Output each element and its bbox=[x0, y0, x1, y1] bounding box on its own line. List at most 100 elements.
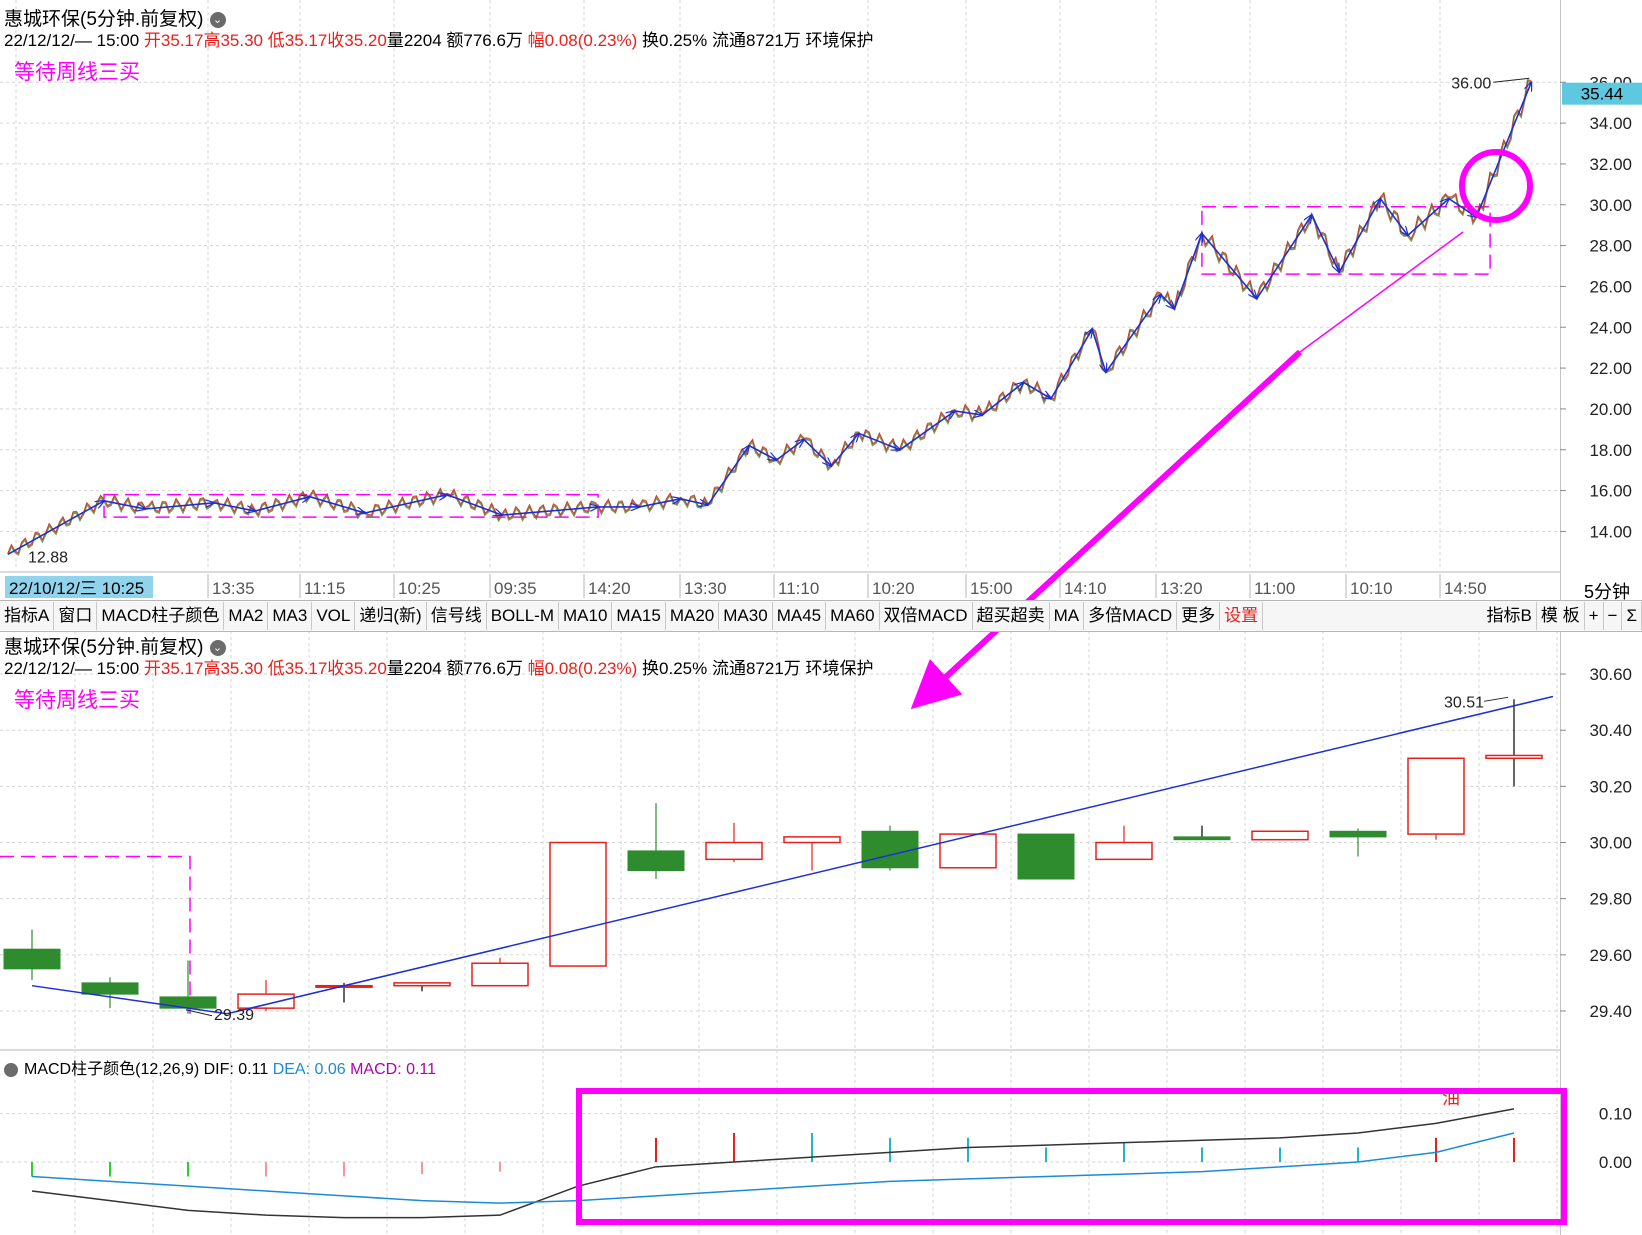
top-tick-label-2: 32.00 bbox=[1589, 155, 1632, 174]
toolbar-item-12[interactable]: MA30 bbox=[719, 602, 773, 630]
time-label-highlight bbox=[5, 576, 153, 598]
toolbar-item-17[interactable]: MA bbox=[1050, 602, 1085, 630]
toolbar-item-16[interactable]: 超买超卖 bbox=[973, 602, 1050, 630]
time-label-6: 13:30 bbox=[684, 579, 727, 598]
current-price-box bbox=[1562, 82, 1642, 105]
candle-12 bbox=[939, 833, 997, 869]
top-tick-label-7: 22.00 bbox=[1589, 359, 1632, 378]
candle-6 bbox=[471, 957, 529, 987]
toolbar-item-20[interactable]: 设置 bbox=[1220, 602, 1264, 630]
toolbar-item-13[interactable]: MA45 bbox=[773, 602, 827, 630]
bottom-chart-title[interactable]: 惠城环保(5分钟.前复权) ⌄ bbox=[4, 632, 226, 659]
bottom-chart-price-axis: 30.60 30.40 30.20 30.00 29.80 29.60 29.40 bbox=[1560, 665, 1632, 1021]
quote-datetime-2: 22/12/12/— 15:00 bbox=[4, 659, 140, 678]
stock-title-2: 惠城环保(5分钟.前复权) bbox=[4, 637, 204, 658]
toolbar-right-item-3[interactable]: − bbox=[1604, 602, 1623, 630]
candle-body-1 bbox=[81, 982, 139, 995]
top-chart-price-line bbox=[7, 78, 1532, 556]
toolbar-item-1[interactable]: 窗口 bbox=[54, 602, 98, 630]
candle-15 bbox=[1173, 825, 1231, 841]
time-label-5: 14:20 bbox=[588, 579, 631, 598]
period-label[interactable]: 5分钟 bbox=[1583, 582, 1630, 602]
top-price-path bbox=[7, 79, 1532, 556]
candle-1 bbox=[81, 977, 139, 1009]
toolbar-right-item-4[interactable]: Σ bbox=[1622, 602, 1642, 630]
candle-11 bbox=[861, 825, 919, 871]
macd-tick-label-1: 0.00 bbox=[1599, 1153, 1632, 1172]
top-chart-time-axis: 22/10/12/三 10:25 13:35 11:15 10:25 09:35 14:2… bbox=[0, 571, 1560, 598]
bot-min-pointer bbox=[185, 1009, 213, 1017]
quote-turnover: 换0.25% bbox=[642, 31, 708, 50]
candle-body-11 bbox=[861, 830, 919, 869]
top-tick-label-8: 20.00 bbox=[1589, 400, 1632, 419]
top-tick-label-4: 28.00 bbox=[1589, 237, 1632, 256]
toolbar-item-15[interactable]: 双倍MACD bbox=[880, 602, 973, 630]
candle-7 bbox=[549, 841, 607, 967]
quote-open: 开35.17 bbox=[143, 31, 204, 50]
highlight-big-arrow bbox=[910, 349, 1303, 710]
toolbar-item-0[interactable]: 指标A bbox=[0, 602, 55, 630]
quote-high-2: 高35.30 bbox=[203, 659, 263, 678]
title-dropdown-icon-2[interactable]: ⌄ bbox=[209, 639, 226, 656]
time-label-4: 09:35 bbox=[494, 579, 537, 598]
macd-axis: 0.10 0.00 bbox=[1599, 1105, 1632, 1172]
bot-tick-label-4: 29.80 bbox=[1589, 890, 1632, 909]
toolbar-right-item-2[interactable]: + bbox=[1585, 602, 1604, 630]
macd-histogram bbox=[31, 1133, 1515, 1177]
time-label-13: 10:10 bbox=[1350, 579, 1393, 598]
top-chart-title[interactable]: 惠城环保(5分钟.前复权) ⌄ bbox=[4, 4, 226, 31]
candle-body-5 bbox=[393, 982, 451, 987]
time-label-12: 11:00 bbox=[1254, 579, 1295, 598]
stock-title: 惠城环保(5分钟.前复权) bbox=[4, 9, 204, 30]
top-price-path-red bbox=[7, 78, 1532, 554]
top-chart-quote-line: 22/12/12/— 15:00 开35.17高35.30 低35.17收35.… bbox=[4, 26, 874, 51]
candle-0 bbox=[3, 929, 61, 981]
quote-high: 高35.30 bbox=[203, 31, 263, 50]
top-max-label: 36.00 bbox=[1451, 75, 1491, 92]
time-label-1: 13:35 bbox=[212, 579, 255, 598]
candle-9 bbox=[705, 822, 763, 863]
quote-volume: 量2204 bbox=[386, 31, 442, 50]
toolbar-item-10[interactable]: MA15 bbox=[612, 602, 666, 630]
toolbar-item-9[interactable]: MA10 bbox=[559, 602, 613, 630]
top-tick-label-10: 16.00 bbox=[1589, 482, 1632, 501]
toolbar-item-2[interactable]: MACD柱子颜色 bbox=[97, 602, 225, 630]
toolbar-right-item-0[interactable]: 指标B bbox=[1483, 602, 1537, 630]
toolbar-item-4[interactable]: MA3 bbox=[268, 602, 313, 630]
title-dropdown-icon[interactable]: ⌄ bbox=[209, 11, 226, 28]
candle-body-19 bbox=[1485, 754, 1543, 760]
candle-5 bbox=[393, 982, 451, 992]
time-label-9: 15:00 bbox=[970, 579, 1013, 598]
quote-change: 幅0.08(0.23%) bbox=[527, 31, 638, 50]
toolbar-item-18[interactable]: 多倍MACD bbox=[1084, 602, 1178, 630]
toolbar-item-7[interactable]: 信号线 bbox=[427, 602, 487, 630]
toolbar-right-item-1[interactable]: 模 板 bbox=[1537, 602, 1585, 630]
quote-sector-2: 环境保护 bbox=[805, 659, 874, 678]
candle-17 bbox=[1329, 828, 1387, 857]
toolbar-item-6[interactable]: 递归(新) bbox=[355, 602, 427, 630]
candle-body-12 bbox=[939, 833, 997, 869]
time-label-8: 10:20 bbox=[872, 579, 915, 598]
toolbar-item-19[interactable]: 更多 bbox=[1177, 602, 1221, 630]
bottom-chart-quote-line: 22/12/12/— 15:00 开35.17高35.30 低35.17收35.… bbox=[4, 654, 874, 679]
quote-volume-2: 量2204 bbox=[386, 659, 442, 678]
bot-bi-line bbox=[31, 695, 1554, 1015]
toolbar-item-11[interactable]: MA20 bbox=[666, 602, 720, 630]
macd-legend[interactable]: MACD柱子颜色(12,26,9) DIF: 0.11 DEA: 0.06 MA… bbox=[4, 1055, 436, 1079]
top-chart-stroke-line: 36.00 12.88 bbox=[7, 75, 1533, 566]
toolbar-item-3[interactable]: MA2 bbox=[224, 602, 269, 630]
indicator-toolbar: 指标A 窗口 MACD柱子颜色 MA2 MA3 VOL 递归(新) 信号线 BOLL-M MA10… bbox=[0, 600, 1642, 632]
time-label-11: 13:20 bbox=[1160, 579, 1203, 598]
toolbar-item-14[interactable]: MA60 bbox=[826, 602, 880, 630]
top-tick-label-6: 24.00 bbox=[1589, 318, 1632, 337]
macd-settings-icon[interactable] bbox=[4, 1062, 18, 1077]
toolbar-item-8[interactable]: BOLL-M bbox=[487, 602, 559, 630]
candle-18 bbox=[1407, 757, 1465, 840]
toolbar-item-5[interactable]: VOL bbox=[312, 602, 356, 630]
candle-body-10 bbox=[783, 836, 841, 844]
top-bi-path bbox=[7, 81, 1533, 555]
top-max-pointer bbox=[1493, 77, 1530, 83]
candle-19 bbox=[1485, 699, 1543, 787]
macd-dif-line bbox=[31, 1108, 1515, 1219]
bot-min-label: 29.39 bbox=[214, 1007, 254, 1024]
